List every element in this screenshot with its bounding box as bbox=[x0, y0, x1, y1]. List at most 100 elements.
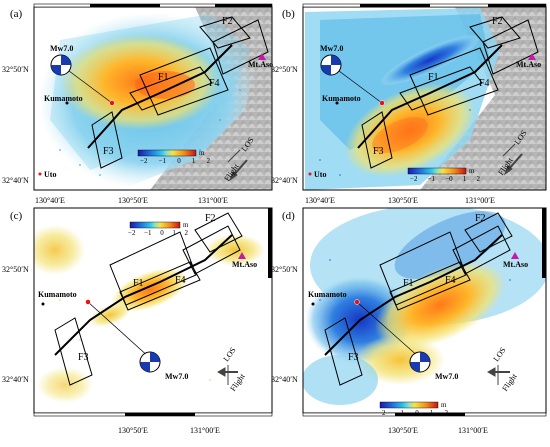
fault-label-c-f1: F1 bbox=[133, 278, 144, 289]
colorbar-tick-d-2: 0 bbox=[415, 409, 419, 417]
city-label-b: Kumamoto bbox=[322, 94, 361, 103]
panel-b bbox=[302, 3, 547, 191]
fault-label-c-f2: F2 bbox=[205, 213, 216, 224]
lat-label-c-1: 32°50′N bbox=[2, 265, 29, 274]
volcano-label-b: Mt.Aso bbox=[516, 60, 542, 69]
city-marker-b bbox=[335, 101, 339, 105]
fault-label-b-f4: F4 bbox=[479, 78, 490, 89]
lon-label-b-2: 130°50′E bbox=[388, 196, 418, 205]
lat-label-d-2: 32°40′N bbox=[271, 375, 298, 384]
epicenter-marker-d bbox=[354, 299, 360, 305]
lat-label-b-2: 32°40′N bbox=[271, 176, 298, 185]
colorbar-tick-c-3: 1 bbox=[172, 229, 176, 237]
lat-label-a-1: 32°50′N bbox=[2, 65, 29, 74]
colorbar-tick-a-0: −2 bbox=[140, 157, 148, 165]
los-arrow-icon-b bbox=[502, 143, 523, 176]
city-marker-d bbox=[311, 302, 315, 306]
panel-label-a: (a) bbox=[10, 8, 23, 20]
colorbar-unit-c: m bbox=[183, 221, 189, 229]
colorbar-tick-b-2: −0 bbox=[445, 175, 453, 183]
city-label-c: Kumamoto bbox=[38, 290, 77, 299]
colorbar-unit-d: m bbox=[441, 401, 447, 409]
event-label-b: Mw7.0 bbox=[320, 44, 344, 53]
panel-label-b: (b) bbox=[282, 8, 295, 20]
lon-label-a-3: 131°00′E bbox=[198, 196, 228, 205]
lon-label-d-2: 131°00′E bbox=[458, 426, 488, 435]
colorbar-tick-c-1: −1 bbox=[144, 229, 152, 237]
epicenter-marker-c bbox=[85, 299, 91, 305]
fault-label-a-f2: F2 bbox=[222, 16, 233, 27]
event-label-c: Mw7.0 bbox=[165, 372, 189, 381]
colorbar-ticks-b: −2 −1 −0 1 2 bbox=[410, 175, 480, 183]
fault-label-b-f2: F2 bbox=[492, 16, 503, 27]
los-arrow-icon-d bbox=[486, 365, 510, 385]
colorbar-ticks-d: −2 −1 0 1 2 bbox=[378, 409, 448, 417]
colorbar-tick-c-4: 2 bbox=[184, 229, 188, 237]
colorbar-tick-c-2: 0 bbox=[160, 229, 164, 237]
los-arrow-icon-c bbox=[216, 365, 238, 385]
los-arrow-icon-a bbox=[227, 149, 248, 182]
lat-label-d-1: 32°50′N bbox=[271, 265, 298, 274]
colorbar-a bbox=[137, 149, 197, 157]
volcano-label-d: Mt.Aso bbox=[503, 260, 529, 269]
beachball-icon-b bbox=[320, 54, 342, 76]
volcano-label-a: Mt.Aso bbox=[248, 60, 274, 69]
beachball-icon-a bbox=[50, 54, 72, 76]
fault-label-a-f1: F1 bbox=[158, 72, 169, 83]
volcano-label-c: Mt.Aso bbox=[232, 260, 258, 269]
fault-label-b-f1: F1 bbox=[428, 72, 439, 83]
lon-label-b-3: 131°00′E bbox=[465, 196, 495, 205]
lat-label-a-2: 32°40′N bbox=[2, 176, 29, 185]
lon-label-a-2: 130°50′E bbox=[118, 196, 148, 205]
fault-label-d-f4: F4 bbox=[445, 275, 456, 286]
event-label-a: Mw7.0 bbox=[50, 44, 74, 53]
city-label-a: Kumamoto bbox=[44, 94, 83, 103]
volcano-icon-c bbox=[238, 252, 246, 259]
colorbar-tick-a-3: 1 bbox=[191, 157, 196, 165]
event-label-d: Mw7.0 bbox=[435, 372, 459, 381]
beachball-icon-c bbox=[139, 351, 161, 373]
epicenter-marker-b bbox=[379, 100, 385, 106]
epicenter-marker-a bbox=[109, 100, 115, 106]
city2-label-b: Uto bbox=[314, 170, 327, 179]
colorbar-tick-c-0: −2 bbox=[128, 229, 136, 237]
fault-label-d-f1: F1 bbox=[403, 278, 414, 289]
panel-label-c: (c) bbox=[10, 210, 23, 222]
colorbar-tick-b-1: −1 bbox=[427, 175, 436, 183]
fault-label-a-f4: F4 bbox=[209, 78, 220, 89]
colorbar-ticks-a: −2 −1 0 1 2 bbox=[140, 157, 210, 165]
volcano-icon-d bbox=[511, 252, 519, 259]
colorbar-tick-d-1: −1 bbox=[396, 409, 405, 417]
colorbar-tick-b-4: 2 bbox=[476, 175, 480, 183]
city-marker-a bbox=[65, 101, 69, 105]
lat-label-b-1: 32°50′N bbox=[271, 65, 298, 74]
colorbar-tick-a-1: −1 bbox=[158, 157, 167, 165]
fault-label-a-f3: F3 bbox=[103, 146, 114, 157]
lon-label-b-1: 130°40′E bbox=[305, 196, 335, 205]
lon-label-a-1: 130°40′E bbox=[35, 196, 65, 205]
colorbar-tick-a-2: 0 bbox=[177, 157, 181, 165]
fault-label-c-f3: F3 bbox=[78, 352, 89, 363]
city-marker-c bbox=[41, 302, 45, 306]
uto-marker-a bbox=[38, 172, 42, 176]
colorbar-tick-d-0: −2 bbox=[378, 409, 386, 417]
colorbar-tick-d-4: 2 bbox=[444, 409, 448, 417]
colorbar-tick-b-3: 1 bbox=[462, 175, 467, 183]
city-label-d: Kumamoto bbox=[308, 290, 347, 299]
fault-label-d-f2: F2 bbox=[475, 213, 486, 224]
volcano-icon-b bbox=[528, 53, 536, 60]
panel-d bbox=[302, 207, 547, 417]
lon-label-c-2: 131°00′E bbox=[190, 426, 220, 435]
beachball-icon-d bbox=[409, 351, 431, 373]
fault-label-b-f3: F3 bbox=[373, 146, 384, 157]
lon-label-d-1: 130°50′E bbox=[388, 426, 418, 435]
panel-c bbox=[33, 207, 273, 417]
lon-label-c-1: 130°50′E bbox=[118, 426, 148, 435]
panel-a bbox=[33, 3, 273, 191]
colorbar-tick-a-4: 2 bbox=[206, 157, 210, 165]
lat-label-c-2: 32°40′N bbox=[2, 375, 29, 384]
fault-label-d-f3: F3 bbox=[348, 352, 359, 363]
panel-label-d: (d) bbox=[282, 210, 295, 222]
colorbar-tick-d-3: 1 bbox=[429, 409, 434, 417]
